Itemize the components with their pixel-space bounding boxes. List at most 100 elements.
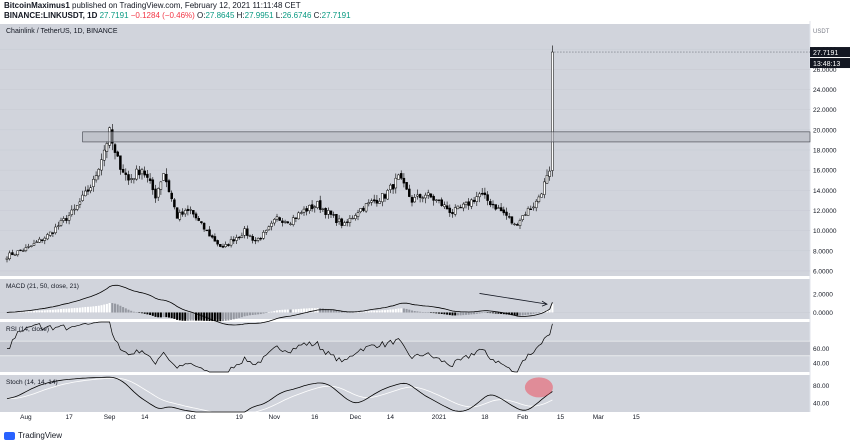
candle-body xyxy=(429,193,433,198)
price-tick-label: 24.0000 xyxy=(813,87,837,94)
candle-body xyxy=(521,215,524,220)
macd-histogram-bar xyxy=(432,312,435,314)
candle-body xyxy=(545,175,549,184)
macd-histogram-bar xyxy=(184,312,187,321)
candle-body xyxy=(210,235,214,238)
price-tick-label: 18.0000 xyxy=(813,148,837,155)
candlestick-series[interactable] xyxy=(5,45,554,263)
macd-tick-label: 2.0000 xyxy=(813,291,833,298)
candle-body xyxy=(308,204,311,211)
candle-body xyxy=(143,170,146,176)
candle-body xyxy=(167,180,171,192)
candle-body xyxy=(259,238,263,240)
macd-histogram-bar xyxy=(168,312,170,318)
macd-histogram-bar xyxy=(216,312,219,322)
countdown-tag-bg xyxy=(810,58,850,69)
candle-body xyxy=(351,217,354,220)
macd-histogram-bar xyxy=(19,311,22,313)
macd-histogram-bar xyxy=(197,312,200,321)
macd-histogram-bar xyxy=(68,308,71,313)
macd-histogram-bar xyxy=(446,312,449,315)
macd-histogram-bar xyxy=(84,306,87,313)
macd-histogram-bar xyxy=(470,312,473,315)
last-price-tag-bg xyxy=(810,47,850,58)
candle-body xyxy=(453,207,457,215)
candle-body xyxy=(121,168,125,173)
pane-background-3[interactable] xyxy=(0,375,810,412)
macd-histogram-bar xyxy=(162,312,165,318)
macd-histogram-bar xyxy=(138,312,141,313)
candle-body xyxy=(305,208,308,212)
time-axis-label: 15 xyxy=(557,414,565,421)
author-name[interactable]: BitcoinMaximus1 xyxy=(4,1,70,10)
candle-body xyxy=(40,239,44,241)
macd-histogram-bar xyxy=(178,312,181,321)
bearish-cross-highlight[interactable] xyxy=(524,377,553,398)
macd-histogram-bar xyxy=(421,312,424,313)
macd-histogram-bar xyxy=(149,312,152,315)
macd-histogram-bar xyxy=(73,308,76,313)
macd-histogram-bar xyxy=(251,312,254,315)
macd-histogram-bar xyxy=(357,312,359,313)
macd-histogram-bar xyxy=(278,309,281,313)
macd-histogram-bar xyxy=(200,312,203,321)
publish-text: published on TradingView.com, February 1… xyxy=(72,1,301,10)
macd-histogram-bar xyxy=(173,312,176,319)
macd-arrow-annotation[interactable] xyxy=(479,293,548,305)
footer-brand[interactable]: TradingView xyxy=(18,431,63,440)
candle-body xyxy=(54,226,57,234)
macd-histogram-bar xyxy=(378,310,381,313)
low-label: L: xyxy=(275,11,283,20)
macd-histogram-bar xyxy=(240,312,243,318)
candle-body xyxy=(138,169,141,176)
tradingview-chart[interactable]: Chainlink / TetherUS, 1D, BINANCEUSDT28.… xyxy=(0,21,850,431)
candle-body xyxy=(270,222,273,227)
resistance-zone[interactable] xyxy=(82,131,811,143)
macd-histogram-bar xyxy=(211,312,214,322)
candle-body xyxy=(297,212,300,220)
candle-body xyxy=(5,257,9,260)
candle-body xyxy=(46,234,49,240)
macd-histogram-bar xyxy=(551,303,554,313)
macd-histogram-bar xyxy=(103,304,106,313)
candle-body xyxy=(478,193,481,198)
candle-body xyxy=(129,178,133,180)
candle-body xyxy=(313,206,317,208)
time-axis-label: 15 xyxy=(632,414,640,421)
candle-body xyxy=(456,205,460,210)
macd-histogram-bar xyxy=(521,312,524,316)
candle-body xyxy=(335,213,338,224)
time-axis-label: Sep xyxy=(104,414,116,421)
candle-body xyxy=(510,216,514,224)
macd-histogram-bar xyxy=(95,306,98,313)
candle-body xyxy=(43,237,47,241)
candle-body xyxy=(543,181,546,195)
macd-histogram-bar xyxy=(165,312,168,318)
macd-histogram-bar xyxy=(213,312,216,322)
symbol-name[interactable]: BINANCE:LINKUSDT, xyxy=(4,11,85,20)
candle-body xyxy=(483,192,487,196)
macd-histogram-bar xyxy=(46,310,49,313)
candle-body xyxy=(189,209,192,211)
candle-body xyxy=(499,207,503,212)
candle-body xyxy=(119,155,122,170)
time-axis-label: Oct xyxy=(186,414,196,421)
macd-histogram-bar xyxy=(262,312,265,314)
candle-body xyxy=(524,214,527,216)
macd-tick-label: 0.0000 xyxy=(813,310,833,317)
time-axis-label: 17 xyxy=(65,414,73,421)
pane-background-1[interactable] xyxy=(0,279,810,319)
candle-body xyxy=(73,208,76,211)
time-axis-label: 14 xyxy=(387,414,395,421)
candle-body xyxy=(381,193,384,203)
candle-body xyxy=(451,212,454,215)
candle-body xyxy=(24,247,28,251)
macd-histogram-bar xyxy=(219,312,222,322)
candle-body xyxy=(443,204,446,208)
macd-histogram-bar xyxy=(438,312,440,314)
last-price-tag: 27.7191 xyxy=(813,50,838,57)
candle-body xyxy=(186,208,190,211)
candle-body xyxy=(57,225,60,227)
candle-body xyxy=(489,201,492,206)
macd-histogram-bar xyxy=(157,312,160,318)
